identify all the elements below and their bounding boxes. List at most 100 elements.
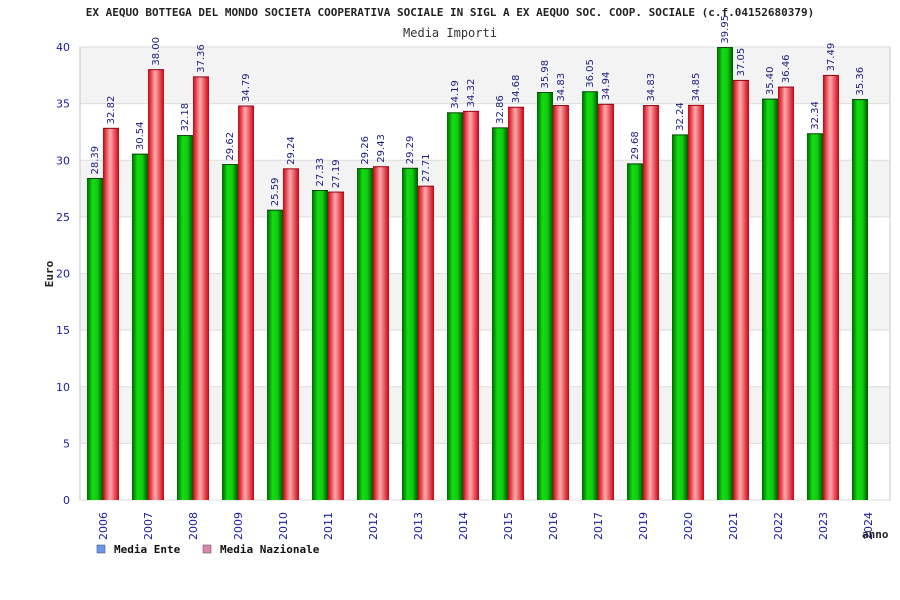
value-labels: 28.39 32.82 30.54 38.00 32.18 37.36 29.62 34.79… [90,15,866,206]
bar-media-ente [312,190,328,501]
gridlines [80,46,890,501]
value-label: 34.94 [601,72,612,101]
bar-media-ente [402,168,418,500]
y-tick-label: 10 [56,381,70,394]
value-label: 29.24 [286,136,297,165]
value-label: 34.19 [450,80,461,109]
plot-band [80,273,890,331]
bar-media-nazionale [148,69,164,501]
value-label: 30.54 [135,121,146,150]
value-label: 27.33 [315,158,326,187]
bar-media-ente [132,154,148,500]
value-label: 34.83 [556,73,567,102]
value-label: 29.26 [360,136,371,165]
x-tick-label: 2023 [817,512,830,540]
value-label: 36.05 [585,59,596,88]
bar-media-ente [222,164,238,500]
value-label: 34.79 [241,73,252,102]
y-tick-label: 40 [56,41,70,54]
value-label: 32.18 [180,103,191,132]
bar-media-nazionale [688,105,704,500]
bar-media-nazionale [508,107,524,501]
bar-media-nazionale [238,106,254,501]
value-label: 29.68 [630,131,641,160]
bar-media-ente [447,112,463,500]
value-label: 27.71 [421,154,432,183]
y-tick-label: 15 [56,324,70,337]
legend-label-media-nazionale: Media Nazionale [220,543,320,556]
value-label: 34.85 [691,73,702,102]
bar-media-ente [762,99,778,500]
y-axis-label: Euro [43,260,56,287]
y-tick-label: 0 [63,494,70,507]
y-tick-label: 5 [63,437,70,450]
value-label: 32.86 [495,95,506,124]
plot-band [80,47,890,104]
value-label: 29.62 [225,132,236,161]
value-label: 34.83 [646,73,657,102]
value-label: 35.98 [540,60,551,89]
bar-media-nazionale [598,104,614,500]
y-tick-label: 35 [56,98,70,111]
x-tick-label: 2007 [142,512,155,540]
y-tick-label: 20 [56,268,70,281]
x-tick-label: 2015 [502,512,515,540]
legend-swatch-media-ente [96,544,106,554]
value-label: 37.05 [736,48,747,77]
value-label: 29.29 [405,136,416,165]
bar-media-ente [492,127,508,500]
legend-swatch-media-nazionale [202,544,212,554]
value-label: 32.82 [106,96,117,125]
bar-media-ente [627,163,643,500]
chart-subtitle: Media Importi [403,26,497,40]
value-label: 29.43 [376,134,387,163]
value-label: 36.46 [781,54,792,83]
bar-media-ente [537,92,553,501]
value-label: 32.24 [675,102,686,131]
y-axis-ticks: 0 5 10 15 20 25 30 35 40 [56,41,70,507]
bar-media-ente [672,134,688,500]
bar-media-ente [807,133,823,500]
x-tick-label: 2008 [187,512,200,540]
bar-media-nazionale [193,76,209,500]
x-tick-label: 2016 [547,512,560,540]
bar-media-nazionale [553,105,569,501]
bar-media-ente [177,135,193,500]
plot-band [80,103,890,161]
x-tick-label: 2019 [637,512,650,540]
legend: Media Ente Media Nazionale [96,543,320,556]
bar-media-ente [267,210,283,501]
value-label: 27.19 [331,159,342,188]
x-axis-ticks: 2006 2007 2008 2009 2010 2011 2012 2013 2014 2015… [97,512,875,540]
bar-media-nazionale [103,128,119,500]
x-tick-label: 2017 [592,512,605,540]
plot-band [80,443,890,500]
value-label: 37.49 [826,43,837,72]
value-label: 35.36 [855,67,866,96]
plot-band [80,216,890,274]
x-tick-label: 2011 [322,512,335,540]
bar-media-ente [357,168,373,500]
bar-media-nazionale [373,166,389,500]
x-tick-label: 2024 [862,512,875,540]
bar-media-ente [87,178,103,500]
value-label: 32.34 [810,101,821,130]
x-tick-label: 2014 [457,512,470,540]
bar-media-nazionale [328,192,344,501]
x-tick-label: 2006 [97,512,110,540]
bar-media-ente [717,47,733,500]
bar-media-nazionale [733,80,749,500]
x-tick-label: 2022 [772,512,785,540]
bar-media-nazionale [778,87,794,500]
chart-title: EX AEQUO BOTTEGA DEL MONDO SOCIETA COOPE… [86,6,814,19]
x-tick-label: 2021 [727,512,740,540]
x-tick-label: 2020 [682,512,695,540]
value-label: 34.32 [466,79,477,108]
bar-media-ente [582,91,598,500]
x-tick-label: 2010 [277,512,290,540]
value-label: 39.95 [720,15,731,44]
plot-band [80,330,890,387]
bar-media-nazionale [418,186,434,500]
plot-band [80,386,890,444]
